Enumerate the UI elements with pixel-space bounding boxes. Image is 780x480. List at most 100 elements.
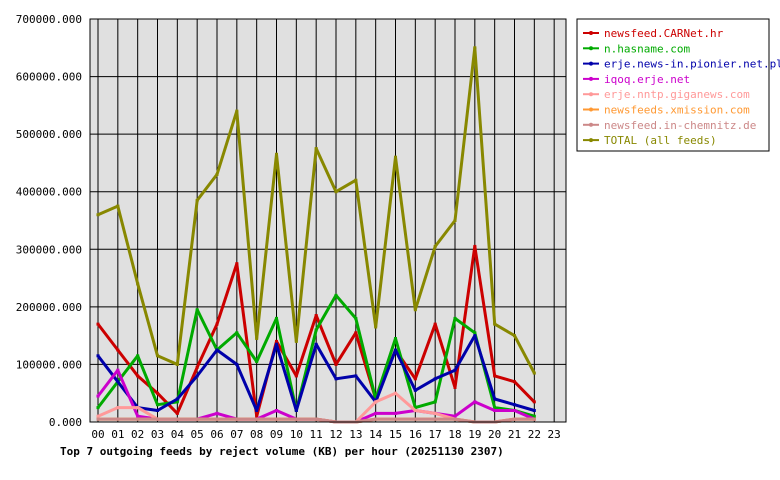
data-point	[294, 408, 298, 412]
x-tick-label: 18	[448, 428, 461, 441]
data-point	[334, 190, 338, 194]
data-point	[294, 417, 298, 421]
data-point	[136, 354, 140, 358]
x-tick-label: 00	[91, 428, 104, 441]
data-point	[136, 282, 140, 286]
plot-frame	[89, 18, 567, 423]
data-point	[334, 293, 338, 297]
data-point	[156, 391, 159, 395]
data-point	[413, 377, 417, 381]
x-tick-label: 06	[210, 428, 223, 441]
data-point	[513, 417, 516, 421]
data-point	[394, 155, 397, 159]
data-point	[394, 348, 397, 352]
data-point	[433, 377, 437, 381]
data-point	[314, 417, 318, 421]
legend: newsfeed.CARNet.hr n.hasname.com erje.news…	[576, 18, 780, 152]
legend-label: TOTAL (all feeds)	[604, 134, 717, 147]
data-point	[215, 322, 219, 326]
x-tick-label: 10	[290, 428, 303, 441]
data-point	[453, 385, 457, 389]
y-tick-label: 400000.000	[16, 186, 82, 199]
data-point	[195, 308, 199, 312]
x-tick-label: 21	[508, 428, 521, 441]
data-point	[175, 411, 179, 415]
data-point	[394, 337, 397, 341]
data-point	[433, 400, 437, 404]
data-point	[136, 414, 140, 418]
data-point	[195, 365, 199, 369]
data-point	[433, 244, 437, 248]
data-point	[156, 417, 159, 421]
legend-label: newsfeed.CARNet.hr	[604, 27, 724, 40]
x-tick-label: 03	[151, 428, 164, 441]
data-point	[374, 325, 378, 329]
data-point	[334, 377, 338, 381]
data-point	[394, 411, 397, 415]
data-point	[294, 339, 298, 343]
data-point	[255, 360, 259, 364]
data-point	[235, 331, 239, 335]
x-tick-label: 05	[191, 428, 204, 441]
x-tick-label: 12	[329, 428, 342, 441]
y-tick-label: 200000.000	[16, 301, 82, 314]
data-point	[275, 339, 278, 343]
data-point	[314, 313, 318, 317]
data-point	[215, 411, 219, 415]
data-point	[175, 400, 179, 404]
legend-box	[576, 18, 770, 152]
x-tick-label: 19	[468, 428, 481, 441]
data-point	[255, 414, 259, 418]
data-point	[473, 331, 477, 335]
data-point	[493, 322, 497, 326]
legend-label: n.hasname.com	[604, 42, 690, 55]
legend-label: newsfeed.in-chemnitz.de	[604, 119, 756, 132]
data-point	[374, 417, 378, 421]
data-point	[334, 362, 338, 366]
data-point	[116, 417, 120, 421]
data-point	[532, 400, 536, 404]
data-point	[156, 403, 159, 407]
data-point	[116, 406, 120, 410]
data-point	[413, 406, 417, 410]
data-point	[195, 417, 199, 421]
data-point	[255, 408, 259, 412]
x-tick-label: 09	[270, 428, 283, 441]
x-axis-ticks: 00 01 02 03 04 05 06 07 08 09 10 11 12 13 14 15 16 17 18 19…	[91, 428, 560, 441]
legend-marker	[589, 122, 593, 127]
data-point	[413, 388, 417, 392]
data-point	[96, 322, 100, 326]
x-tick-label: 14	[369, 428, 383, 441]
x-tick-label: 04	[171, 428, 185, 441]
data-point	[532, 408, 536, 412]
legend-marker	[589, 46, 593, 51]
x-tick-label: 22	[528, 428, 541, 441]
legend-marker	[589, 138, 593, 143]
data-point	[116, 348, 120, 352]
x-tick-label: 08	[250, 428, 263, 441]
data-point	[473, 334, 477, 338]
data-point	[314, 147, 318, 151]
data-point	[354, 331, 358, 335]
data-point	[215, 172, 219, 176]
x-tick-label: 16	[409, 428, 422, 441]
y-tick-label: 100000.000	[16, 358, 82, 371]
data-point	[156, 354, 159, 358]
data-point	[314, 342, 318, 346]
data-point	[453, 414, 457, 418]
data-point	[453, 368, 457, 372]
data-point	[116, 368, 120, 372]
data-point	[493, 374, 497, 378]
data-point	[215, 417, 219, 421]
legend-label: erje.news-in.pionier.net.pl	[604, 58, 780, 71]
data-point	[96, 417, 100, 421]
data-point	[532, 371, 536, 375]
data-point	[195, 198, 199, 202]
data-point	[453, 219, 457, 222]
data-point	[473, 46, 477, 50]
x-tick-label: 15	[389, 428, 402, 441]
legend-label: iqoq.erje.net	[604, 73, 690, 86]
data-point	[513, 403, 516, 407]
data-point	[255, 417, 259, 421]
data-point	[136, 406, 140, 410]
